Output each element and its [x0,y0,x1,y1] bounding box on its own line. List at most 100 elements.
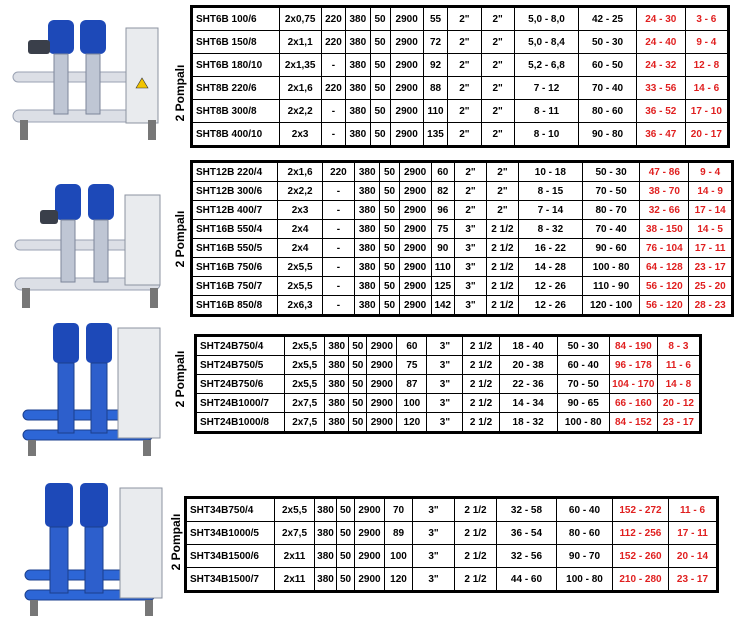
table-row: SHT34B750/4 2x5,5 380 50 2900 70 3" 2 1/2 32 - 5… [186,498,717,522]
table-cell: 2" [447,53,482,77]
table-cell: 112 - 256 [612,521,669,545]
spec-table-2: SHT12B 220/4 2x1,6 220 380 50 2900 60 2" 2" 10 - … [190,160,734,317]
table-cell: 3" [454,257,487,277]
table-cell: 50 - 30 [578,30,637,54]
table-cell: 50 - 30 [581,162,641,182]
model-cell: SHT8B 300/8 [192,99,280,123]
table-cell: 96 [430,200,456,220]
table-row: SHT16B 750/6 2x5,5-380 50 2900 110 3" 2 1/2 14 … [191,257,732,277]
table-cell: 50 [336,498,355,522]
table-cell: 2" [447,76,482,100]
table-cell: 14 - 9 [688,181,732,201]
table-cell: 20 - 38 [498,355,558,375]
table-cell: 90 - 80 [578,122,637,146]
table-cell: 3" [426,374,464,394]
table-cell: - [321,219,355,239]
table-row: SHT34B1000/5 2x7,5 380 50 2900 89 3" 2 1/2 36 - … [186,521,717,545]
table-cell: 8 - 15 [517,181,583,201]
table-cell: 60 [430,162,456,182]
model-cell: SHT12B 400/7 [191,200,279,220]
table-cell: 380 [345,76,371,100]
model-cell: SHT24B1000/7 [195,393,286,413]
table-cell: 84 - 152 [608,412,658,432]
table-cell: 120 [384,567,413,591]
table-cell: 90 - 65 [556,393,610,413]
table-cell: 2" [485,181,519,201]
table-cell: 120 - 100 [581,295,641,315]
table-cell: 2" [447,99,482,123]
model-cell: SHT8B 220/6 [192,76,280,100]
table-cell: 24 - 40 [635,30,686,54]
table-cell: 380 [353,238,381,258]
table-cell: 152 - 272 [612,498,669,522]
model-cell: SHT24B1000/8 [195,412,286,432]
table-cell: 42 - 25 [578,7,637,31]
table-cell: 2900 [354,567,385,591]
table-cell: 2" [447,7,482,31]
table-cell: 2x7,5 [274,521,315,545]
table-cell: 20 - 14 [668,544,717,568]
table-cell: 380 [345,53,371,77]
table-cell: 17 - 14 [688,200,732,220]
table-cell: 2x5,5 [284,336,326,356]
table-cell: 2 1/2 [454,521,497,545]
table-cell: 2 1/2 [462,393,500,413]
table-cell: 2x5,5 [284,374,326,394]
table-cell: 2" [480,53,515,77]
table-cell: 90 - 70 [556,544,613,568]
table-cell: 3" [426,336,464,356]
table-cell: - [320,122,347,146]
table-row: SHT34B1500/6 2x11 380 50 2900 100 3" 2 1/2 32 - … [186,544,717,568]
table-cell: 5,2 - 6,8 [513,53,580,77]
table-cell: 66 - 160 [608,393,658,413]
table-cell: 90 - 60 [581,238,641,258]
table-cell: 50 - 30 [556,336,610,356]
table-cell: 84 - 190 [608,336,658,356]
table-cell: 380 [353,257,381,277]
table-cell: 50 [348,336,368,356]
table-cell: 2x1,6 [277,162,323,182]
table-cell: 36 - 52 [635,99,686,123]
table-cell: 100 [384,544,413,568]
table-cell: 22 - 36 [498,374,558,394]
table-cell: 380 [345,122,371,146]
table-cell: 72 [422,30,449,54]
table-cell: 14 - 5 [688,219,732,239]
table-cell: 2" [447,30,482,54]
table-cell: 3" [412,567,455,591]
table-cell: 16 - 22 [517,238,583,258]
model-cell: SHT16B 850/8 [191,295,279,315]
table-cell: 50 [379,200,400,220]
table-row: SHT24B750/5 2x5,5 380 50 2900 75 3" 2 1/2 20 - 3… [195,355,701,375]
table-cell: 2x0,75 [278,7,322,31]
table-cell: 60 [396,336,428,356]
table-cell: 50 [379,181,400,201]
model-cell: SHT34B750/4 [186,498,275,522]
table-cell: 110 [430,257,456,277]
table-cell: 2x5,5 [277,276,323,296]
table-cell: 2 1/2 [485,295,519,315]
table-cell: 70 - 40 [578,76,637,100]
table-cell: 2900 [398,276,432,296]
table-cell: 2900 [354,544,385,568]
table-row: SHT24B750/6 2x5,5 380 50 2900 87 3" 2 1/2 22 - 3… [195,374,701,394]
table-cell: 70 - 40 [581,219,641,239]
table-cell: 12 - 26 [517,295,583,315]
table-row: SHT12B 400/7 2x3-380 50 2900 96 2" 2" 7 - 14 80 … [191,200,732,220]
table-cell: 50 [348,374,368,394]
table-cell: 380 [324,336,350,356]
table-cell: 2x2,2 [277,181,323,201]
table-cell: 220 [320,7,347,31]
table-cell: 2x1,35 [278,53,322,77]
table-cell: 9 - 4 [684,30,729,54]
table-cell: 3" [412,544,455,568]
table-cell: 50 [348,412,368,432]
table-row: SHT12B 220/4 2x1,6 220 380 50 2900 60 2" 2" 10 - … [191,162,732,182]
table-row: SHT8B 220/6 2x1,6 220 380 50 2900 88 2" 2" 7 - 12… [192,76,729,100]
group-label: 2 Pompalı [173,350,187,408]
table-cell: 24 - 30 [635,7,686,31]
table-cell: 23 - 17 [688,257,732,277]
table-cell: 2x3 [278,122,322,146]
table-cell: 2 1/2 [485,257,519,277]
table-cell: 50 [369,53,391,77]
